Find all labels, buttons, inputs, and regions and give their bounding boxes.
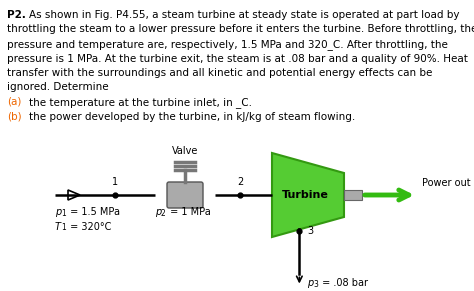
Text: throttling the steam to a lower pressure before it enters the turbine. Before th: throttling the steam to a lower pressure…	[7, 24, 474, 35]
Text: 2: 2	[237, 177, 243, 187]
Text: = 1 MPa: = 1 MPa	[167, 207, 211, 217]
Text: Turbine: Turbine	[282, 190, 328, 200]
Text: 1: 1	[61, 209, 66, 218]
Text: the power developed by the turbine, in kJ/kg of steam flowing.: the power developed by the turbine, in k…	[29, 111, 355, 122]
Text: Power out: Power out	[422, 178, 471, 188]
Text: Valve: Valve	[172, 146, 198, 156]
Text: p: p	[155, 207, 161, 217]
FancyBboxPatch shape	[344, 190, 362, 200]
FancyBboxPatch shape	[167, 182, 203, 208]
Text: the temperature at the turbine inlet, in _C.: the temperature at the turbine inlet, in…	[29, 97, 252, 108]
Text: 2: 2	[161, 209, 166, 218]
Text: (b): (b)	[7, 111, 22, 122]
Text: pressure and temperature are, respectively, 1.5 MPa and 320_C. After throttling,: pressure and temperature are, respective…	[7, 39, 448, 50]
Text: 3: 3	[313, 281, 318, 290]
Text: 1: 1	[112, 177, 118, 187]
Text: transfer with the surroundings and all kinetic and potential energy effects can : transfer with the surroundings and all k…	[7, 68, 432, 78]
Text: (a): (a)	[7, 97, 21, 107]
Text: 3: 3	[307, 226, 313, 236]
Text: = 1.5 MPa: = 1.5 MPa	[67, 207, 120, 217]
Text: 1: 1	[61, 223, 66, 233]
Text: p: p	[307, 278, 314, 288]
Text: T: T	[55, 221, 61, 232]
Polygon shape	[272, 153, 344, 237]
Text: As shown in Fig. P4.55, a steam turbine at steady state is operated at part load: As shown in Fig. P4.55, a steam turbine …	[29, 10, 459, 20]
Text: = .08 bar: = .08 bar	[319, 278, 368, 288]
Text: P2.: P2.	[7, 10, 26, 20]
Text: pressure is 1 MPa. At the turbine exit, the steam is at .08 bar and a quality of: pressure is 1 MPa. At the turbine exit, …	[7, 54, 468, 63]
Text: = 320°C: = 320°C	[67, 221, 111, 232]
Text: ignored. Determine: ignored. Determine	[7, 83, 109, 93]
Text: p: p	[55, 207, 61, 217]
